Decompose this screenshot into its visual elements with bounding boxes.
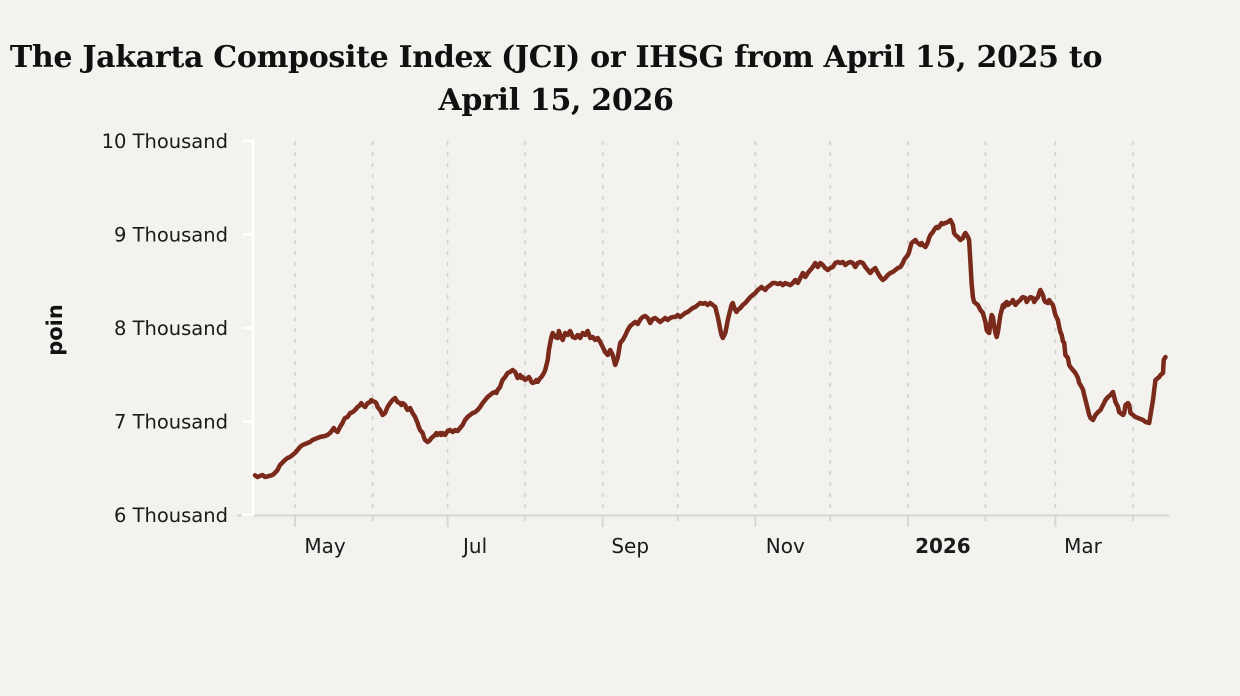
y-axis-title: poin xyxy=(43,304,67,356)
x-tick-label: May xyxy=(304,534,346,558)
y-tick-label: 8 Thousand xyxy=(114,317,228,340)
y-tick-label: 7 Thousand xyxy=(114,411,228,434)
x-tick-label: Mar xyxy=(1064,534,1103,558)
x-tick-label: Jul xyxy=(461,534,487,558)
y-tick-label: 10 Thousand xyxy=(102,130,228,153)
jci-series-line xyxy=(252,217,1168,480)
y-tick-label: 6 Thousand xyxy=(114,504,228,527)
chart-title-line2: April 15, 2026 xyxy=(438,83,674,118)
chart-title: The Jakarta Composite Index (JCI) or IHS… xyxy=(0,36,1112,122)
chart-title-line1: The Jakarta Composite Index (JCI) or IHS… xyxy=(9,40,1103,75)
x-tick-label: Sep xyxy=(611,534,649,558)
y-tick-label: 9 Thousand xyxy=(114,224,228,247)
x-tick-label: Nov xyxy=(766,534,805,558)
x-tick-label: 2026 xyxy=(915,534,971,558)
